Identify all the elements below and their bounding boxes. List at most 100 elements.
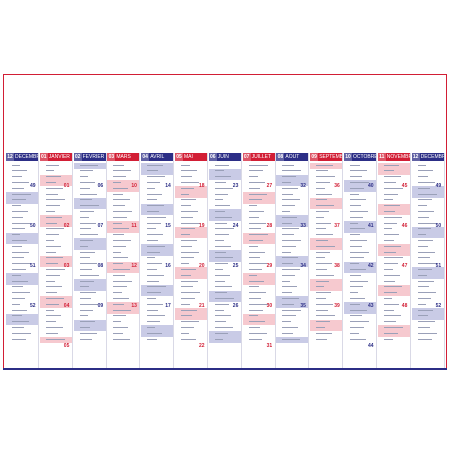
month-header: 06 JUIN — [208, 153, 241, 161]
day-row — [74, 238, 106, 242]
day-saint-line — [350, 216, 363, 218]
day-row — [74, 308, 106, 312]
day-saint-line — [383, 326, 403, 328]
day-saint-line — [12, 176, 22, 178]
day-saint-line — [316, 210, 330, 212]
day-saint-line — [417, 210, 434, 212]
day-row — [243, 192, 275, 196]
day-row — [276, 267, 308, 271]
day-saint-line — [113, 234, 125, 236]
day-saint-line — [79, 321, 95, 323]
day-saint-line — [113, 263, 124, 265]
day-row — [141, 238, 173, 242]
weekend-band — [276, 180, 309, 187]
day-row — [412, 314, 444, 318]
weekend-band — [276, 221, 309, 227]
day-row — [209, 320, 241, 324]
day-saint-line — [350, 222, 358, 224]
day-row — [40, 250, 72, 254]
day-row — [276, 180, 308, 184]
day-saint-line — [383, 170, 394, 172]
day-saint-line — [214, 210, 225, 212]
weekend-band — [411, 226, 444, 233]
day-row — [141, 186, 173, 190]
day-saint-line — [12, 170, 27, 172]
day-saint-line — [383, 274, 400, 276]
week-number: 16 — [165, 263, 171, 269]
week-number: 04 — [63, 303, 70, 309]
day-row — [74, 192, 106, 196]
day-row — [310, 180, 342, 184]
day-saint-line — [282, 239, 302, 241]
day-row — [344, 163, 376, 167]
day-saint-line — [45, 222, 57, 224]
week-number: 42 — [368, 263, 374, 269]
day-saint-line — [383, 251, 396, 253]
day-row — [175, 192, 207, 196]
weekend-band — [39, 255, 72, 262]
day-saint-line — [79, 303, 98, 305]
day-saint-line — [383, 286, 402, 288]
day-saint-line — [181, 187, 194, 189]
day-row — [40, 186, 72, 190]
day-row — [310, 186, 342, 190]
day-row — [243, 291, 275, 295]
day-row — [209, 267, 241, 271]
day-row — [175, 325, 207, 329]
day-saint-line — [45, 315, 61, 317]
day-saint-line — [113, 187, 129, 189]
day-saint-line — [214, 176, 231, 178]
day-saint-line — [12, 193, 31, 195]
day-saint-line — [350, 286, 363, 288]
weekend-band — [208, 290, 241, 297]
day-row — [276, 233, 308, 237]
day-saint-line — [282, 315, 297, 317]
day-row — [344, 314, 376, 318]
day-saint-line — [214, 338, 223, 340]
day-saint-line — [417, 286, 429, 288]
week-number: 40 — [368, 183, 374, 189]
day-saint-line — [147, 303, 164, 305]
weekend-band — [73, 163, 106, 169]
day-row — [412, 180, 444, 184]
day-row — [40, 314, 72, 318]
day-row — [175, 291, 207, 295]
day-saint-line — [214, 321, 226, 323]
weekend-band — [107, 308, 140, 314]
day-saint-line — [181, 268, 196, 270]
day-saint-line — [12, 309, 27, 311]
day-row — [74, 209, 106, 213]
day-saint-line — [282, 263, 294, 265]
weekend-band — [276, 337, 309, 343]
day-saint-line — [316, 245, 336, 247]
day-row — [276, 325, 308, 329]
day-row — [74, 262, 106, 266]
day-row — [107, 256, 139, 260]
month-column: 04 AVRIL 14 15 16 17 — [141, 153, 175, 368]
day-saint-line — [147, 170, 159, 172]
day-row — [209, 262, 241, 266]
day-row — [6, 279, 38, 283]
week-number: 51 — [435, 263, 442, 269]
day-row — [209, 169, 241, 173]
day-saint-line — [113, 216, 128, 218]
day-row — [412, 250, 444, 254]
day-saint-line — [214, 239, 224, 241]
week-number: 24 — [232, 223, 239, 229]
day-row — [107, 186, 139, 190]
weekend-band — [242, 313, 275, 320]
day-row — [412, 221, 444, 225]
day-row — [378, 227, 410, 231]
day-saint-line — [383, 338, 393, 340]
weekend-band — [39, 296, 72, 303]
day-saint-line — [79, 297, 91, 299]
month-column: 10 OCTOBRE 40 41 42 43 44 — [344, 153, 377, 368]
day-row — [310, 238, 342, 242]
day-row — [344, 192, 376, 196]
day-saint-line — [248, 181, 265, 183]
day-saint-line — [417, 199, 432, 201]
day-saint-line — [214, 170, 224, 172]
day-row — [243, 209, 275, 213]
day-saint-line — [214, 303, 229, 305]
day-saint-line — [181, 309, 197, 311]
